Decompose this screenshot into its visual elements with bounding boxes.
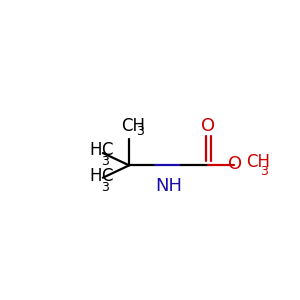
Text: NH: NH [155,177,182,195]
Text: 3: 3 [101,181,109,194]
Text: H: H [89,141,101,159]
Text: 3: 3 [260,165,268,178]
Text: CH: CH [246,152,270,170]
Text: CH: CH [122,117,146,135]
Text: C: C [101,167,113,185]
Text: 3: 3 [136,124,144,138]
Text: C: C [101,141,113,159]
Text: H: H [89,167,101,185]
Text: O: O [227,155,242,173]
Text: 3: 3 [101,154,109,168]
Text: O: O [201,117,215,135]
